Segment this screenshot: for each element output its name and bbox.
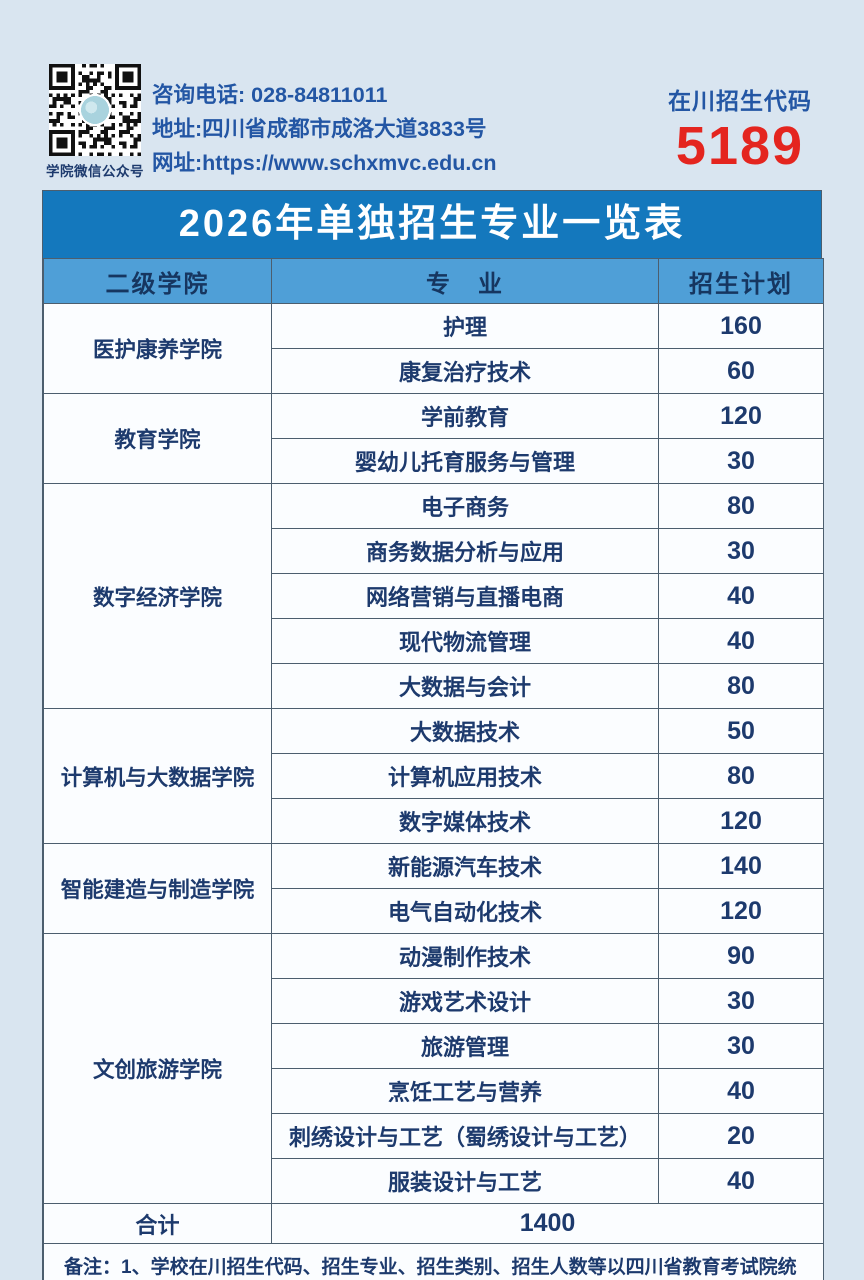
major-row: 大数据与会计 80 <box>44 663 824 709</box>
plan-count-cell: 30 <box>658 528 824 574</box>
major-row: 智能建造与制造学院 新能源汽车技术 140 <box>43 843 824 934</box>
major-name-cell: 大数据技术 <box>271 708 659 754</box>
plan-count-cell: 80 <box>658 663 824 709</box>
plan-count-cell: 160 <box>658 303 824 349</box>
plan-count-cell: 60 <box>658 348 824 394</box>
major-name-cell: 电气自动化技术 <box>271 888 659 934</box>
plan-count-cell: 40 <box>658 573 824 619</box>
college-cell: 智能建造与制造学院 <box>43 843 272 934</box>
total-row: 合计 1400 <box>43 1203 824 1244</box>
college-cell: 文创旅游学院 <box>43 933 272 1204</box>
notes-row: 备注：1、学校在川招生代码、招生专业、招生类别、招生人数等以四川省教育考试院统一… <box>43 1243 824 1280</box>
col-header-college: 二级学院 <box>43 258 272 304</box>
majors-table: 二级学院 专 业 招生计划 医护康养学院 护理 160 康复治疗技术 60 教育学院 学前教… <box>43 258 824 1280</box>
table-title: 2026年单独招生专业一览表 <box>43 191 821 258</box>
wechat-qr-code-image <box>49 64 141 156</box>
table-header-row: 二级学院 专 业 招生计划 <box>43 258 824 304</box>
admission-code-block: 在川招生代码 5189 <box>660 82 820 176</box>
college-cell: 教育学院 <box>43 393 272 484</box>
major-row: 婴幼儿托育服务与管理 30 <box>44 438 824 484</box>
major-row: 游戏艺术设计 30 <box>44 978 824 1024</box>
major-row: 网络营销与直播电商 40 <box>44 573 824 619</box>
admission-code-label: 在川招生代码 <box>668 88 812 114</box>
plan-count-cell: 30 <box>658 1023 824 1069</box>
major-row: 烹饪工艺与营养 40 <box>44 1068 824 1114</box>
major-name-cell: 计算机应用技术 <box>271 753 659 799</box>
major-name-cell: 学前教育 <box>271 393 659 439</box>
major-row: 服装设计与工艺 40 <box>44 1158 824 1204</box>
major-row: 计算机与大数据学院 大数据技术 50 <box>43 708 824 844</box>
admission-table-block: 2026年单独招生专业一览表 二级学院 专 业 招生计划 医护康养学院 护理 160… <box>42 190 824 1280</box>
col-header-major: 专 业 <box>271 258 659 304</box>
major-name-cell: 数字媒体技术 <box>271 798 659 844</box>
plan-count-cell: 140 <box>658 843 824 889</box>
plan-count-cell: 120 <box>658 798 824 844</box>
plan-count-cell: 30 <box>658 438 824 484</box>
major-name-cell: 游戏艺术设计 <box>271 978 659 1024</box>
major-name-cell: 新能源汽车技术 <box>271 843 659 889</box>
contact-address: 地址:四川省成都市成洛大道3833号 <box>152 117 487 141</box>
major-row: 电气自动化技术 120 <box>44 888 824 934</box>
admission-code-value: 5189 <box>675 116 805 176</box>
major-row: 数字媒体技术 120 <box>44 798 824 844</box>
qr-caption: 学院微信公众号 <box>46 164 144 179</box>
major-row: 数字经济学院 电子商务 80 <box>43 483 824 709</box>
contact-info: 咨询电话: 028-84811011 地址:四川省成都市成洛大道3833号 网址… <box>152 78 496 180</box>
plan-count-cell: 80 <box>658 483 824 529</box>
major-row: 旅游管理 30 <box>44 1023 824 1069</box>
college-cell: 计算机与大数据学院 <box>43 708 272 844</box>
major-name-cell: 服装设计与工艺 <box>271 1158 659 1204</box>
contact-phone: 咨询电话: 028-84811011 <box>152 83 388 107</box>
major-name-cell: 旅游管理 <box>271 1023 659 1069</box>
col-header-plan: 招生计划 <box>658 258 824 304</box>
plan-count-cell: 120 <box>658 393 824 439</box>
major-name-cell: 网络营销与直播电商 <box>271 573 659 619</box>
wechat-qr-block: 学院微信公众号 <box>46 64 144 180</box>
major-row: 计算机应用技术 80 <box>44 753 824 799</box>
plan-count-cell: 50 <box>658 708 824 754</box>
major-name-cell: 烹饪工艺与营养 <box>271 1068 659 1114</box>
major-name-cell: 婴幼儿托育服务与管理 <box>271 438 659 484</box>
notes-cell: 备注：1、学校在川招生代码、招生专业、招生类别、招生人数等以四川省教育考试院统一… <box>43 1243 824 1280</box>
major-name-cell: 电子商务 <box>271 483 659 529</box>
major-row: 现代物流管理 40 <box>44 618 824 664</box>
major-row: 康复治疗技术 60 <box>44 348 824 394</box>
total-value: 1400 <box>271 1203 824 1244</box>
college-cell: 医护康养学院 <box>43 303 272 394</box>
note-line-1: 备注：1、学校在川招生代码、招生专业、招生类别、招生人数等以四川省教育考试院统一… <box>64 1257 797 1278</box>
plan-count-cell: 90 <box>658 933 824 979</box>
plan-count-cell: 80 <box>658 753 824 799</box>
major-row: 医护康养学院 护理 160 <box>43 303 824 394</box>
major-name-cell: 商务数据分析与应用 <box>271 528 659 574</box>
plan-count-cell: 20 <box>658 1113 824 1159</box>
major-name-cell: 动漫制作技术 <box>271 933 659 979</box>
major-row: 文创旅游学院 动漫制作技术 90 <box>43 933 824 1204</box>
total-label: 合计 <box>43 1203 272 1244</box>
plan-count-cell: 40 <box>658 618 824 664</box>
contact-website: 网址:https://www.schxmvc.edu.cn <box>152 151 497 175</box>
major-name-cell: 现代物流管理 <box>271 618 659 664</box>
major-name-cell: 刺绣设计与工艺（蜀绣设计与工艺） <box>271 1113 659 1159</box>
flyer-header: 学院微信公众号 咨询电话: 028-84811011 地址:四川省成都市成洛大道… <box>46 62 822 184</box>
college-cell: 数字经济学院 <box>43 483 272 709</box>
plan-count-cell: 30 <box>658 978 824 1024</box>
plan-count-cell: 120 <box>658 888 824 934</box>
major-row: 刺绣设计与工艺（蜀绣设计与工艺） 20 <box>44 1113 824 1159</box>
plan-count-cell: 40 <box>658 1068 824 1114</box>
major-name-cell: 大数据与会计 <box>271 663 659 709</box>
plan-count-cell: 40 <box>658 1158 824 1204</box>
major-name-cell: 护理 <box>271 303 659 349</box>
major-name-cell: 康复治疗技术 <box>271 348 659 394</box>
major-row: 教育学院 学前教育 120 <box>43 393 824 484</box>
